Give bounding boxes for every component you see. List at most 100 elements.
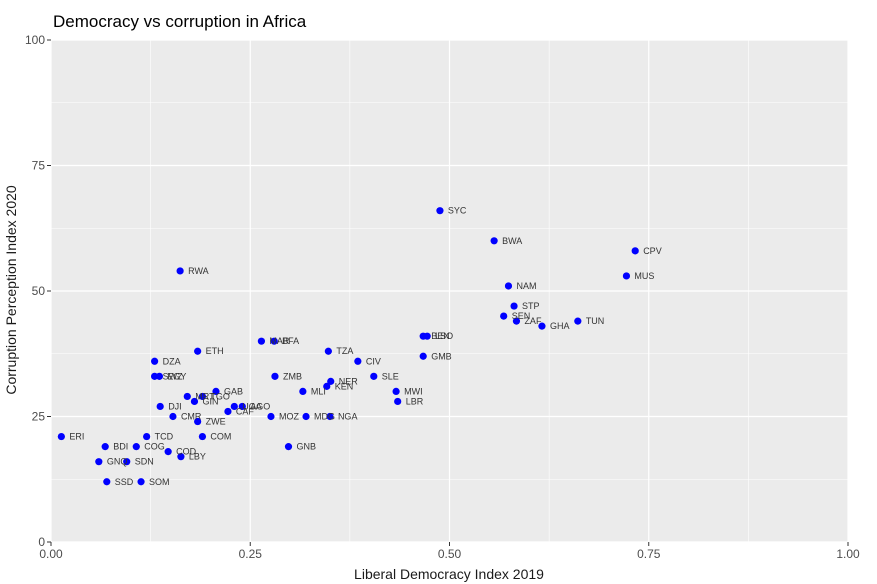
data-point-gha	[538, 322, 546, 330]
point-label-egy: EGY	[167, 371, 186, 381]
x-tick-label: 0.75	[637, 547, 661, 561]
data-point-sen	[500, 312, 508, 320]
y-tick-label: 25	[32, 410, 46, 424]
point-label-zwe: ZWE	[206, 417, 226, 427]
data-point-cod	[164, 448, 172, 456]
data-point-bwa	[490, 237, 498, 245]
point-label-com: COM	[210, 432, 231, 442]
data-point-mwi	[392, 387, 400, 395]
x-tick-label: 0.00	[39, 547, 63, 561]
data-point-mdg	[302, 412, 310, 421]
point-label-cpv: CPV	[643, 246, 662, 256]
y-tick-label: 0	[38, 535, 45, 549]
data-point-dji	[156, 402, 164, 411]
data-point-mli	[299, 387, 307, 395]
data-point-com	[198, 432, 207, 441]
point-label-lby: LBY	[189, 452, 206, 462]
data-point-sdn	[123, 458, 131, 466]
point-label-mli: MLI	[311, 386, 326, 396]
data-point-ken	[323, 382, 331, 390]
point-label-lso: LSO	[435, 331, 453, 341]
point-label-mwi: MWI	[404, 386, 423, 396]
point-label-stp: STP	[522, 301, 540, 311]
point-label-sen: SEN	[512, 311, 531, 321]
x-axis-label: Liberal Democracy Index 2019	[354, 566, 544, 582]
data-point-lbr	[394, 397, 402, 406]
point-label-lbr: LBR	[406, 396, 424, 406]
point-label-cod: COD	[176, 447, 197, 457]
data-point-bfa	[270, 337, 278, 345]
point-label-cog: COG	[144, 442, 165, 452]
data-point-stp	[510, 302, 518, 310]
point-label-rwa: RWA	[188, 266, 209, 276]
data-point-tgo	[198, 392, 207, 401]
point-label-gnb: GNB	[297, 442, 317, 452]
point-label-som: SOM	[149, 477, 170, 487]
x-tick-label: 0.50	[438, 547, 462, 561]
point-label-zaf: ZAF	[524, 316, 542, 326]
y-tick-label: 75	[32, 159, 46, 173]
point-label-eth: ETH	[206, 346, 224, 356]
data-point-caf	[224, 407, 232, 416]
data-point-gnb	[284, 443, 293, 451]
point-label-ssd: SSD	[115, 477, 134, 487]
point-label-ben: BEN	[431, 331, 450, 341]
point-label-mdg: MDG	[314, 412, 335, 422]
x-tick-label: 0.25	[239, 547, 263, 561]
point-label-sdn: SDN	[135, 457, 154, 467]
data-point-mus	[622, 272, 631, 280]
data-point-syc	[436, 207, 444, 215]
point-label-cmr: CMR	[181, 412, 202, 422]
point-label-bfa: BFA	[282, 336, 299, 346]
data-point-tcd	[143, 432, 151, 441]
point-label-mus: MUS	[634, 271, 654, 281]
data-point-cpv	[631, 247, 639, 255]
point-label-mrt: MRT	[195, 391, 215, 401]
point-label-mar: MAR	[269, 336, 290, 346]
point-label-gmb: GMB	[431, 351, 452, 361]
point-label-gab: GAB	[224, 386, 243, 396]
point-label-dji: DJI	[168, 401, 182, 411]
point-label-zmb: ZMB	[283, 371, 302, 381]
point-label-nga: NGA	[338, 412, 358, 422]
data-point-moz	[267, 412, 275, 421]
point-label-gnq: GNQ	[107, 457, 128, 467]
data-point-nam	[504, 282, 513, 290]
data-point-cog	[132, 443, 140, 451]
point-label-nam: NAM	[516, 281, 536, 291]
point-label-civ: CIV	[366, 356, 381, 366]
data-point-mar	[257, 337, 266, 345]
point-label-eri: ERI	[69, 432, 84, 442]
point-label-caf: CAF	[236, 406, 255, 416]
data-point-eth	[194, 347, 202, 355]
data-point-ner	[327, 377, 335, 385]
point-label-tza: TZA	[336, 346, 353, 356]
point-label-tcd: TCD	[155, 432, 174, 442]
point-label-ago: AGO	[250, 401, 270, 411]
point-label-sle: SLE	[382, 371, 399, 381]
y-tick-label: 100	[25, 33, 45, 47]
point-label-uga: UGA	[242, 401, 262, 411]
data-point-mrt	[183, 392, 191, 401]
data-point-civ	[354, 357, 362, 365]
point-label-swz: SWZ	[163, 371, 183, 381]
data-point-gnq	[95, 458, 103, 466]
point-label-ner: NER	[339, 376, 359, 386]
point-label-bdi: BDI	[113, 442, 128, 452]
point-label-syc: SYC	[448, 206, 467, 216]
data-point-rwa	[176, 267, 184, 275]
data-point-gin	[190, 397, 199, 406]
data-point-gab	[212, 387, 220, 395]
data-point-ssd	[103, 478, 111, 486]
data-point-egy	[155, 372, 163, 380]
data-point-gmb	[419, 352, 427, 360]
data-point-tza	[324, 347, 332, 355]
point-label-tun: TUN	[586, 316, 605, 326]
y-tick-label: 50	[32, 284, 46, 298]
y-axis-label: Corruption Perception Index 2020	[3, 185, 19, 395]
point-label-dza: DZA	[163, 356, 181, 366]
point-label-ken: KEN	[335, 381, 354, 391]
data-point-ago	[238, 402, 246, 411]
data-point-lso	[423, 332, 431, 340]
